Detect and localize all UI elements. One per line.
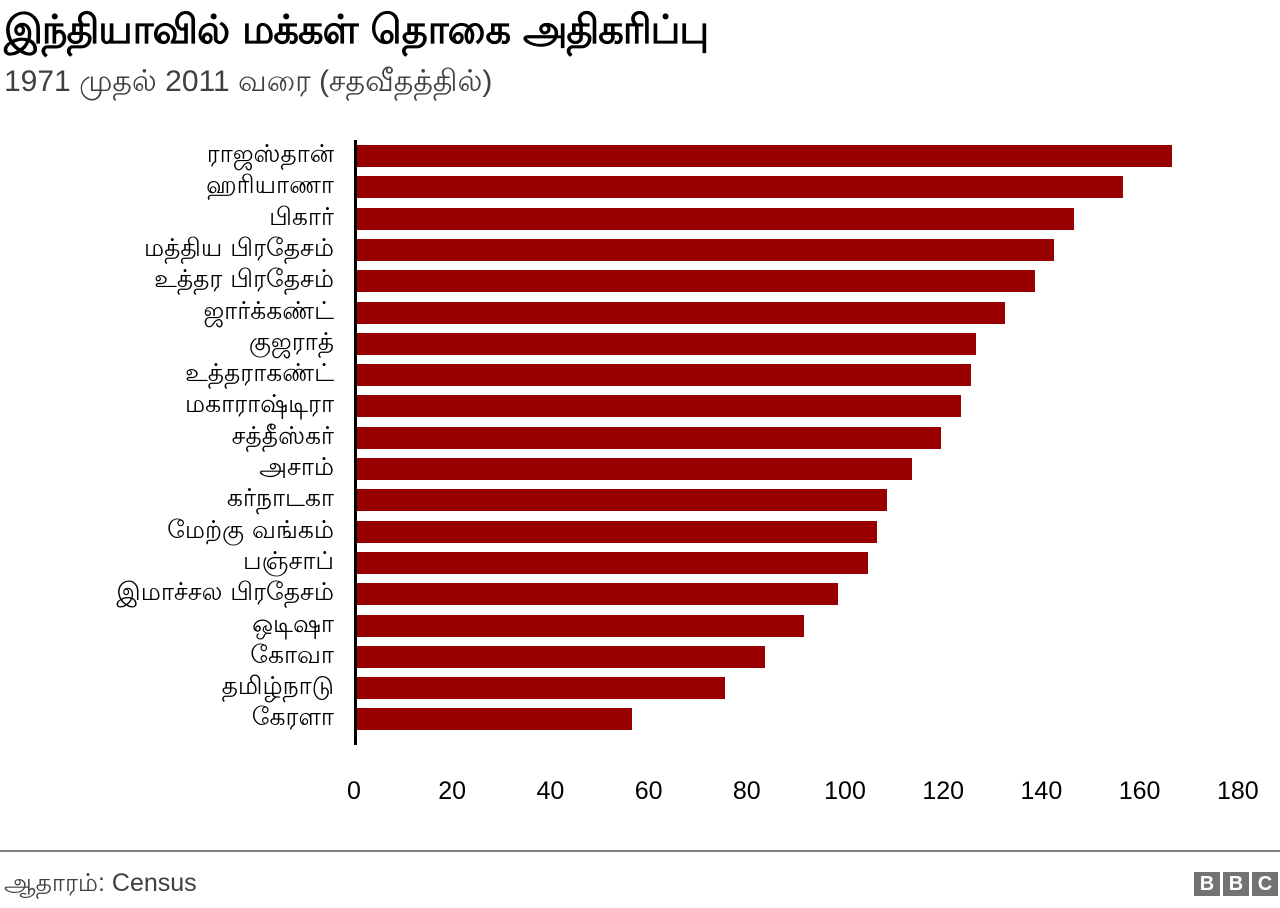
x-tick-label: 20 [438, 777, 467, 805]
bar [357, 395, 961, 418]
bar [357, 614, 804, 637]
bbc-logo-letter: C [1252, 872, 1278, 896]
bar [357, 332, 976, 355]
bar [357, 489, 888, 512]
category-label: ராஜஸ்தான் [206, 139, 334, 168]
x-tick-label: 140 [1020, 777, 1063, 805]
bar [357, 708, 632, 731]
x-tick-label: 120 [922, 777, 965, 805]
category-label: மேற்கு வங்கம் [167, 514, 334, 544]
category-label: பஞ்சாப் [243, 545, 334, 575]
bar [357, 238, 1055, 261]
x-tick-label: 80 [732, 777, 761, 805]
category-label: மத்திய பிரதேசம் [144, 232, 334, 262]
category-label: சத்தீஸ்கர் [231, 420, 334, 450]
bar [357, 520, 878, 543]
bbc-logo-letter: B [1194, 872, 1220, 896]
bar [357, 207, 1074, 230]
bar [357, 176, 1123, 199]
bar [357, 301, 1006, 324]
bar [357, 364, 971, 387]
bar [357, 551, 868, 574]
bar [357, 145, 1173, 167]
x-tick-label: 160 [1118, 777, 1161, 805]
category-label: கோவா [250, 639, 334, 669]
footer-divider [0, 850, 1280, 852]
category-label: உத்தராகண்ட் [185, 358, 334, 388]
category-label: கேரளா [251, 702, 334, 732]
category-label: ஜார்க்கண்ட் [203, 295, 334, 325]
category-label: தமிழ்நாடு [221, 671, 334, 701]
bbc-logo: B B C [1194, 872, 1278, 896]
category-label: பிகார் [269, 201, 334, 231]
category-label: ஒடிஷா [252, 608, 334, 638]
chart-subtitle: 1971 முதல் 2011 வரை (சதவீதத்தில்) [4, 65, 493, 98]
category-label: குஜராத் [248, 326, 334, 356]
x-tick-label: 100 [824, 777, 866, 805]
category-label: மகாராஷ்டிரா [185, 389, 334, 419]
category-label: கர்நாடகா [226, 483, 334, 513]
bar [357, 458, 912, 480]
x-tick-label: 60 [634, 777, 663, 805]
bar [357, 677, 726, 700]
bar [357, 426, 942, 449]
x-tick-label: 180 [1216, 777, 1259, 805]
x-tick-label: 40 [536, 777, 565, 805]
category-label: இமாச்சல பிரதேசம் [116, 577, 334, 607]
bbc-logo-letter: B [1223, 872, 1249, 896]
bar [357, 270, 1035, 293]
category-label: ஹரியாணா [205, 170, 334, 200]
bar [357, 645, 765, 668]
y-axis-line [354, 140, 357, 745]
x-tick-label: 0 [347, 777, 361, 805]
source-note: ஆதாரம்: Census [4, 869, 197, 897]
category-label: உத்தர பிரதேசம் [154, 264, 334, 294]
chart-title: இந்தியாவில் மக்கள் தொகை அதிகரிப்பு [4, 7, 709, 53]
bar [357, 583, 839, 606]
category-label: அசாம் [259, 452, 334, 481]
